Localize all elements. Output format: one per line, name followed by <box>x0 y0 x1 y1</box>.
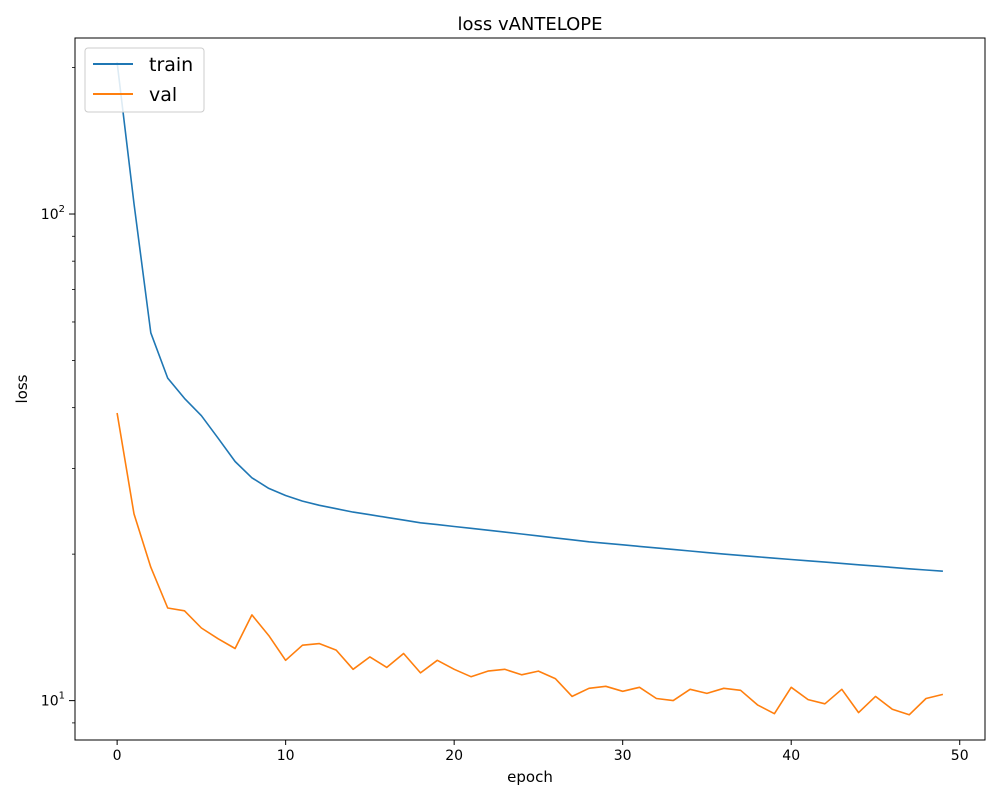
axis-ticks: 0 10 20 30 40 50 101 102 <box>41 67 969 764</box>
series-lines <box>116 62 944 716</box>
x-axis-label: epoch <box>507 768 553 786</box>
x-tick-label: 40 <box>782 748 800 764</box>
series-line-train <box>116 62 943 572</box>
y-tick-label: 102 <box>41 204 65 223</box>
legend: train val <box>84 47 205 113</box>
x-tick-label: 20 <box>445 748 463 764</box>
chart-title: loss vANTELOPE <box>457 14 602 35</box>
y-tick-label: 101 <box>41 691 65 710</box>
x-tick-label: 50 <box>951 748 969 764</box>
legend-label-val: val <box>149 84 177 106</box>
x-tick-label: 0 <box>113 748 122 764</box>
y-axis-label: loss <box>13 374 31 403</box>
legend-label-train: train <box>149 54 193 76</box>
x-tick-label: 30 <box>614 748 632 764</box>
series-line-val <box>116 412 944 716</box>
x-tick-label: 10 <box>277 748 295 764</box>
plot-frame <box>74 37 986 741</box>
